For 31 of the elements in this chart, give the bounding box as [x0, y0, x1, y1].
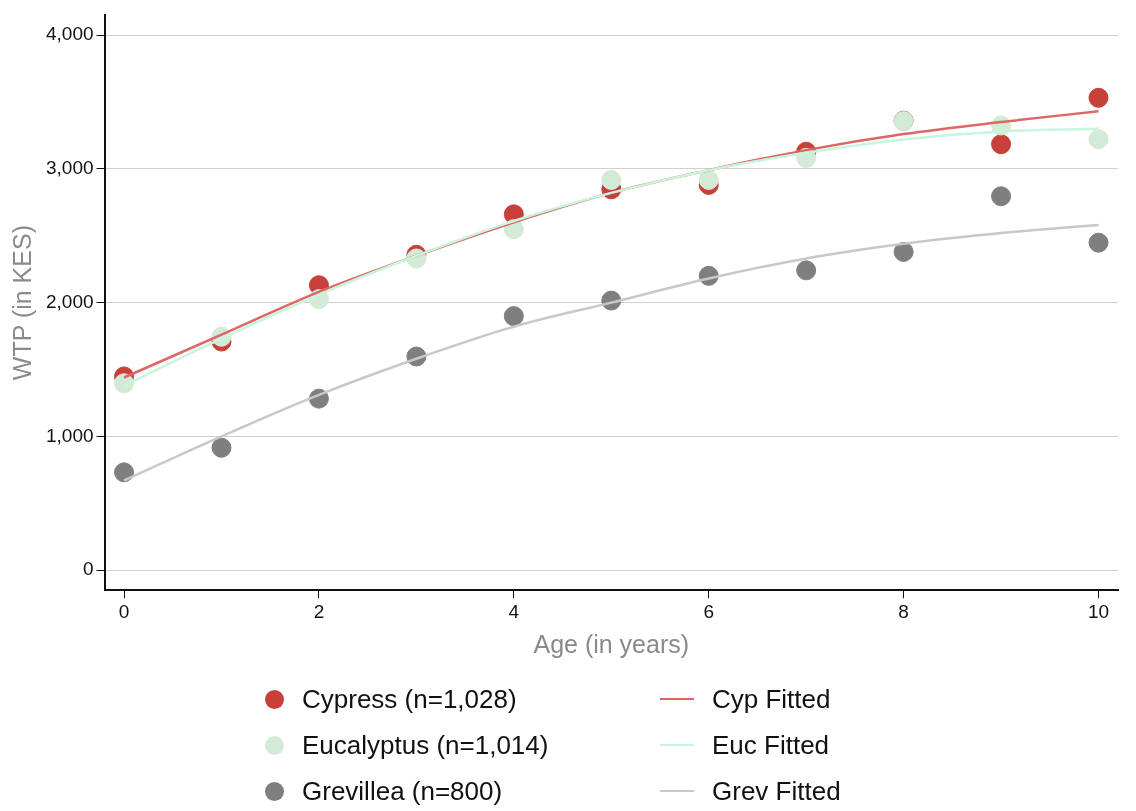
legend-label: Eucalyptus (n=1,014): [302, 729, 549, 761]
point: [1088, 232, 1109, 253]
point: [601, 169, 622, 190]
x-tick-label: 8: [898, 600, 909, 622]
x-tick-label: 4: [508, 600, 520, 622]
x-tick-label: 10: [1087, 600, 1110, 622]
y-tick-label: 2,000: [46, 290, 94, 312]
legend-label: Cypress (n=1,028): [302, 683, 517, 715]
point: [503, 306, 524, 327]
legend-label: Cyp Fitted: [712, 683, 831, 715]
legend-label: Grev Fitted: [712, 775, 841, 807]
y-tick-label: 0: [82, 558, 94, 580]
point: [698, 169, 719, 190]
point: [991, 134, 1012, 155]
y-tick-label: 3,000: [46, 157, 94, 179]
x-tick-label: 0: [118, 600, 130, 622]
y-tick-label: 4,000: [46, 23, 94, 45]
point: [893, 241, 914, 262]
point: [114, 462, 135, 483]
point: [211, 437, 232, 458]
point: [1088, 87, 1109, 108]
legend-label: Euc Fitted: [712, 729, 830, 761]
x-tick-label: 2: [313, 600, 325, 622]
x-axis-title: Age (in years): [533, 629, 690, 658]
point: [796, 260, 817, 281]
point: [1088, 129, 1109, 150]
x-tick-label: 6: [703, 600, 715, 622]
point: [991, 186, 1012, 207]
legend-label: Grevillea (n=800): [302, 775, 503, 807]
y-tick-label: 1,000: [46, 424, 94, 446]
y-axis-title: WTP (in KES): [7, 225, 36, 381]
